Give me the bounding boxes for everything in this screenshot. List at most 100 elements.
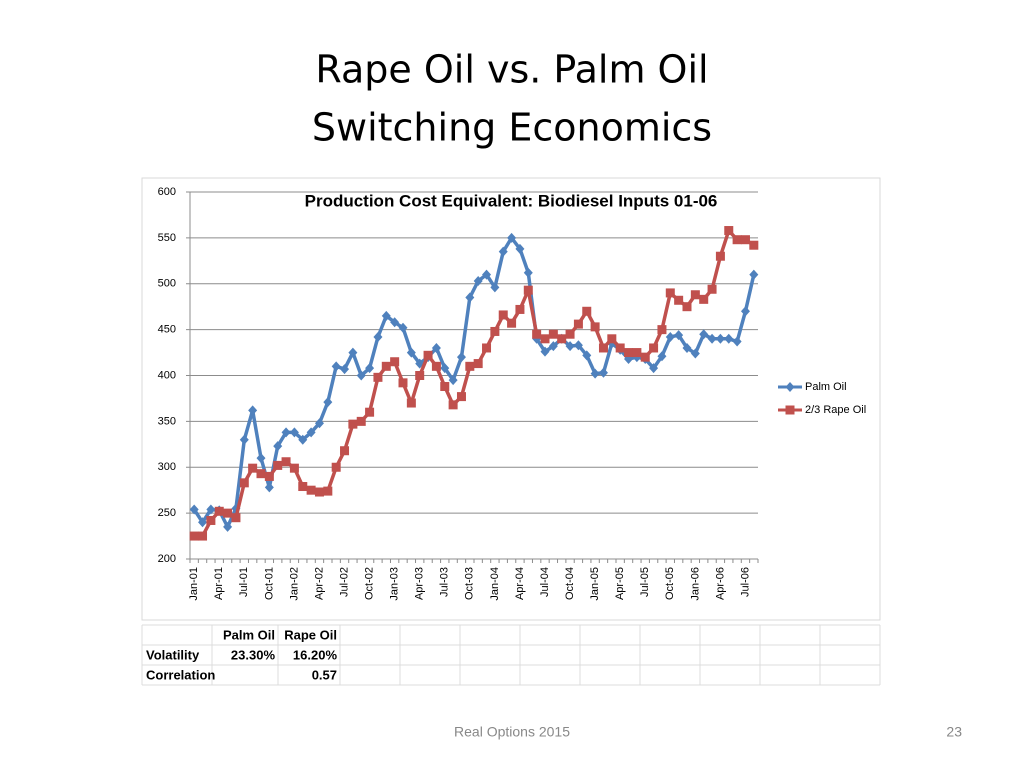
marker bbox=[674, 330, 684, 341]
marker bbox=[323, 486, 333, 496]
marker bbox=[314, 487, 324, 497]
marker bbox=[740, 306, 750, 317]
marker bbox=[239, 434, 249, 445]
marker bbox=[540, 334, 550, 344]
marker bbox=[298, 434, 308, 445]
x-tick-label: Jul-02 bbox=[338, 567, 350, 597]
table-cell: 23.30% bbox=[231, 647, 276, 662]
marker bbox=[248, 405, 258, 416]
marker bbox=[214, 506, 224, 516]
marker bbox=[649, 363, 659, 374]
marker bbox=[749, 269, 759, 280]
marker bbox=[749, 240, 759, 250]
marker bbox=[565, 341, 575, 352]
marker bbox=[657, 351, 667, 362]
y-tick-label: 250 bbox=[158, 507, 176, 519]
marker bbox=[323, 397, 333, 408]
marker bbox=[398, 322, 408, 333]
marker bbox=[785, 382, 795, 392]
marker bbox=[473, 275, 483, 286]
marker bbox=[515, 243, 525, 254]
footer: Real Options 2015 bbox=[454, 724, 570, 740]
marker bbox=[390, 317, 400, 328]
marker bbox=[515, 304, 525, 314]
marker bbox=[640, 352, 650, 362]
marker bbox=[665, 331, 675, 342]
x-tick-label: Apr-04 bbox=[514, 567, 526, 600]
marker bbox=[540, 346, 550, 357]
legend-label: 2/3 Rape Oil bbox=[805, 404, 866, 416]
marker bbox=[431, 361, 441, 371]
marker bbox=[381, 361, 391, 371]
marker bbox=[473, 359, 483, 369]
marker bbox=[373, 372, 383, 382]
marker bbox=[690, 348, 700, 359]
marker bbox=[189, 504, 199, 515]
slide-title: Rape Oil vs. Palm Oil bbox=[315, 48, 708, 92]
chart-frame bbox=[141, 177, 881, 621]
marker bbox=[456, 392, 466, 402]
x-tick-label: Jul-05 bbox=[639, 567, 651, 597]
marker bbox=[440, 382, 450, 392]
marker bbox=[331, 462, 341, 472]
marker bbox=[507, 232, 517, 243]
y-tick-label: 600 bbox=[158, 186, 176, 198]
marker bbox=[523, 267, 533, 278]
y-tick-label: 200 bbox=[158, 553, 176, 565]
marker bbox=[482, 343, 492, 353]
marker bbox=[256, 453, 266, 464]
marker bbox=[415, 371, 425, 380]
marker bbox=[632, 348, 642, 358]
marker bbox=[390, 357, 400, 367]
marker bbox=[649, 343, 659, 353]
marker bbox=[548, 329, 558, 339]
marker bbox=[582, 306, 592, 316]
marker bbox=[340, 364, 350, 375]
marker bbox=[607, 334, 617, 344]
marker bbox=[264, 482, 274, 493]
x-tick-label: Jul-06 bbox=[739, 567, 751, 597]
marker bbox=[615, 343, 625, 353]
x-tick-label: Jan-01 bbox=[188, 567, 200, 601]
y-tick-label: 300 bbox=[158, 461, 176, 473]
table-cell: 0.57 bbox=[312, 667, 337, 682]
marker bbox=[264, 471, 274, 481]
marker bbox=[598, 343, 608, 353]
x-tick-label: Apr-02 bbox=[313, 567, 325, 600]
marker bbox=[573, 319, 583, 329]
marker bbox=[682, 342, 692, 353]
marker bbox=[281, 427, 291, 438]
marker bbox=[373, 331, 383, 342]
marker bbox=[231, 513, 241, 523]
marker bbox=[699, 294, 709, 304]
marker bbox=[665, 288, 675, 298]
marker bbox=[406, 347, 416, 358]
marker bbox=[281, 457, 291, 467]
marker bbox=[314, 418, 324, 429]
marker bbox=[482, 269, 492, 280]
marker bbox=[490, 282, 500, 293]
marker bbox=[223, 508, 233, 518]
x-tick-label: Apr-01 bbox=[213, 567, 225, 600]
marker bbox=[715, 251, 725, 261]
marker bbox=[598, 367, 608, 378]
marker bbox=[348, 347, 358, 358]
marker bbox=[740, 235, 750, 245]
marker bbox=[699, 329, 709, 340]
marker bbox=[306, 485, 316, 495]
marker bbox=[590, 368, 600, 379]
x-tick-label: Apr-05 bbox=[614, 567, 626, 600]
marker bbox=[448, 400, 458, 410]
table-header: Palm Oil bbox=[223, 627, 275, 642]
marker bbox=[707, 333, 717, 344]
marker bbox=[657, 325, 667, 335]
marker bbox=[273, 441, 283, 452]
y-tick-label: 400 bbox=[158, 369, 176, 381]
marker bbox=[732, 336, 742, 347]
table: Palm Oil Rape Oil Volatility 23.30% 16.20% Co… bbox=[141, 624, 881, 686]
marker bbox=[406, 398, 416, 408]
marker bbox=[365, 407, 375, 417]
legend-label: Palm Oil bbox=[805, 381, 847, 393]
marker bbox=[624, 348, 634, 358]
marker bbox=[239, 478, 249, 488]
